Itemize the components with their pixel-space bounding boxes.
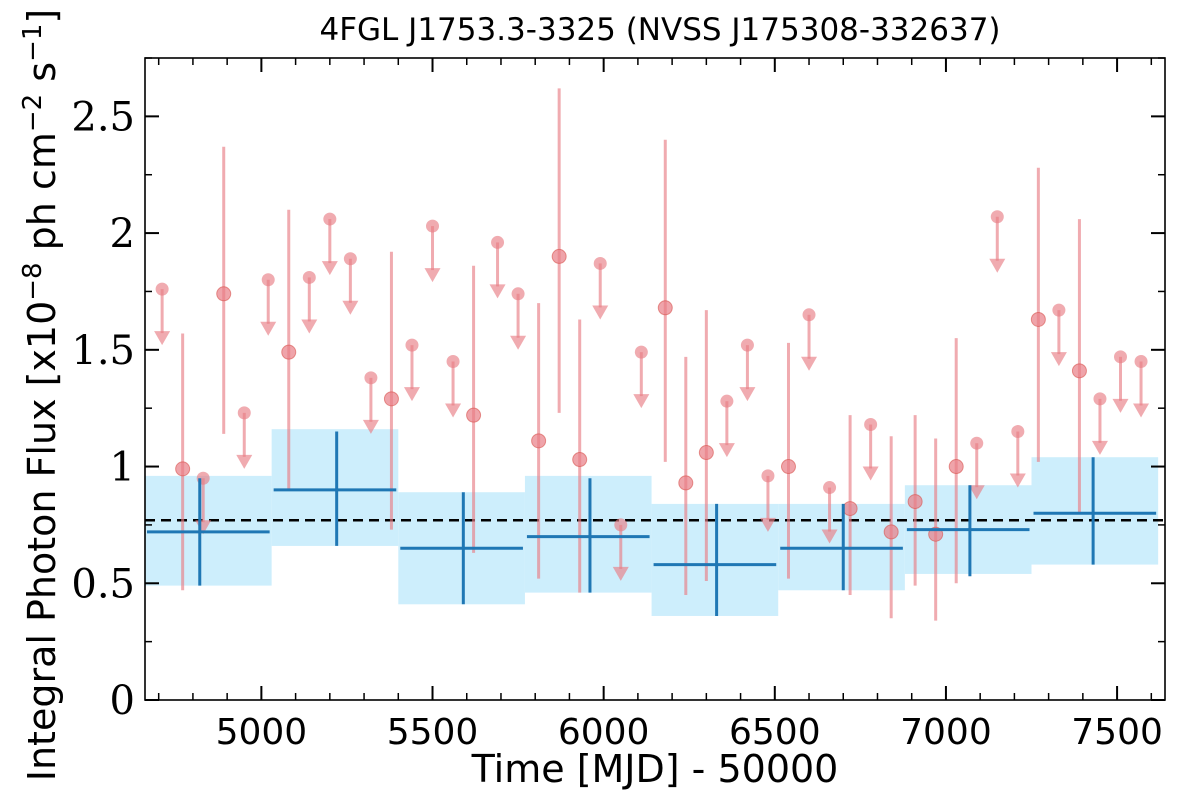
upper-limit-marker	[1093, 392, 1107, 406]
y-tick-label: 2	[110, 211, 135, 257]
long-bin-band	[524, 475, 652, 593]
upper-limit-arrow-head	[1009, 473, 1026, 488]
y-tick-label: 2.5	[71, 94, 135, 140]
long-bin-band	[651, 503, 779, 616]
upper-limit-arrow-head	[592, 305, 609, 320]
upper-limit-marker	[634, 345, 648, 359]
upper-limit-marker	[1134, 354, 1148, 368]
short-bin-point	[948, 459, 964, 475]
short-bin-point	[216, 286, 232, 302]
upper-limit-marker	[740, 338, 754, 352]
upper-limit-arrow-head	[510, 335, 527, 350]
short-bin-point	[531, 433, 547, 449]
short-bin-point	[842, 501, 858, 517]
x-tick-label: 5500	[387, 712, 479, 753]
long-bin-band	[271, 429, 399, 546]
short-bin-point	[572, 452, 588, 468]
upper-limit-arrow-head	[236, 454, 253, 469]
upper-limit-marker	[323, 212, 337, 226]
y-tick-label: 1.5	[71, 328, 135, 374]
upper-limit-arrow-head	[1091, 440, 1108, 455]
axis-ticks: 5000 5500 6000 6500 7000 7500 0 0.5 1 1.5 2 2.5	[71, 57, 1165, 753]
upper-limit-arrow-head	[612, 566, 629, 581]
upper-limit-arrow-head	[801, 356, 818, 371]
upper-limit-arrow-head	[1133, 403, 1150, 418]
chart-title: 4FGL J1753.3-3325 (NVSS J175308-332637)	[319, 12, 1000, 48]
upper-limit-arrow-head	[718, 443, 735, 458]
upper-limit-marker	[446, 354, 460, 368]
short-bin-point	[551, 248, 567, 264]
long-bin-band	[1031, 457, 1159, 565]
short-bin-point	[883, 524, 899, 540]
upper-limit-marker	[1011, 425, 1025, 439]
upper-limit-arrow-head	[489, 284, 506, 299]
short-bin-point	[780, 459, 796, 475]
upper-limit-arrow-head	[362, 419, 379, 434]
upper-limit-arrow-head	[739, 387, 756, 402]
upper-limit-marker	[970, 436, 984, 450]
upper-limit-marker	[511, 287, 525, 301]
plot-frame	[144, 57, 1166, 701]
x-tick-label: 6500	[729, 712, 821, 753]
short-bin-point	[657, 300, 673, 316]
upper-limit-marker	[237, 406, 251, 420]
x-tick-label: 6000	[558, 712, 650, 753]
upper-limit-marker	[593, 256, 607, 270]
upper-limit-marker	[864, 418, 878, 432]
upper-limit-marker	[491, 235, 505, 249]
upper-limit-marker	[802, 308, 816, 322]
short-bin-point	[698, 445, 714, 461]
y-tick-label: 1	[110, 445, 135, 491]
upper-limit-marker	[614, 518, 628, 532]
upper-limit-arrow-head	[445, 403, 462, 418]
short-bin-point	[1030, 311, 1046, 327]
upper-limit-marker	[343, 252, 357, 266]
upper-limit-arrow-head	[260, 321, 277, 336]
upper-limit-arrow-head	[633, 394, 650, 409]
x-tick-label: 5000	[216, 712, 308, 753]
upper-limit-arrow-head	[301, 319, 318, 334]
upper-limit-marker	[405, 338, 419, 352]
upper-limit-arrow-head	[424, 268, 441, 283]
upper-limit-arrow-head	[821, 529, 838, 544]
upper-limit-marker	[990, 210, 1004, 224]
upper-limit-arrow-head	[968, 485, 985, 500]
short-bin-point	[281, 344, 297, 360]
upper-limit-marker	[1052, 303, 1066, 317]
upper-limit-arrow-head	[321, 261, 338, 276]
upper-limit-arrow-head	[403, 387, 420, 402]
upper-limit-marker	[261, 273, 275, 287]
y-tick-label: 0	[110, 678, 135, 724]
upper-limit-marker	[426, 219, 440, 233]
upper-limit-arrow-head	[1050, 352, 1067, 367]
short-bin-point	[907, 494, 923, 510]
upper-limit-arrow-head	[989, 258, 1006, 273]
upper-limit-marker	[761, 469, 775, 483]
upper-limit-marker	[364, 371, 378, 385]
upper-limit-marker	[155, 282, 169, 296]
upper-limit-arrow-head	[759, 517, 776, 532]
upper-limit-arrow-head	[342, 300, 359, 315]
upper-limit-arrow-head	[1112, 398, 1129, 413]
x-tick-label: 7000	[900, 712, 992, 753]
short-bin-point	[383, 391, 399, 407]
upper-limit-marker	[720, 394, 734, 408]
upper-limit-arrow-head	[154, 331, 171, 346]
short-bin-point	[466, 407, 482, 423]
x-axis-label: Time [MJD] - 50000	[471, 747, 839, 791]
short-bin-point	[678, 475, 694, 491]
y-tick-label: 0.5	[71, 561, 135, 607]
upper-limit-marker	[823, 481, 837, 495]
y-axis-label: Integral Photon Flux [x10−8 ph cm−2 s−1]	[18, 9, 64, 782]
short-bin-point	[175, 461, 191, 477]
upper-limit-marker	[1114, 350, 1128, 364]
upper-limit-marker	[302, 270, 316, 284]
x-tick-label: 7500	[1071, 712, 1163, 753]
upper-limit-arrow-head	[862, 466, 879, 481]
plot-area	[145, 88, 1165, 621]
short-bin-point	[1071, 363, 1087, 379]
